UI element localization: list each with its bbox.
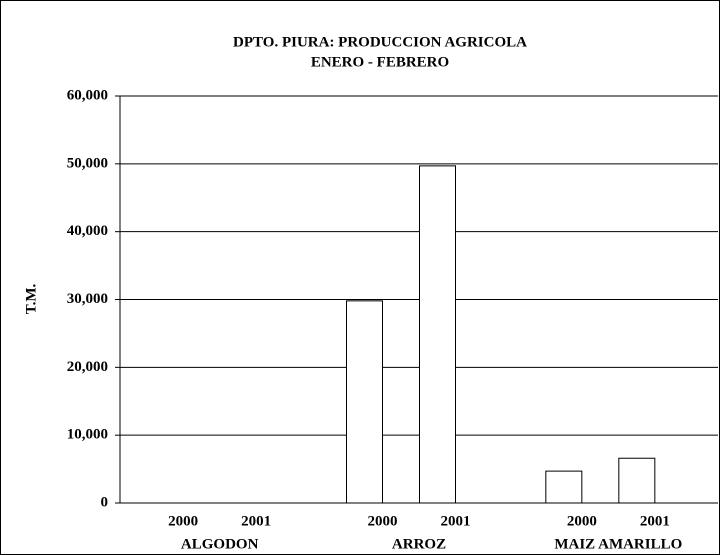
bar [618,457,656,504]
y-tick-label: 60,000 [67,87,108,103]
chart-subtitle: ENERO - FEBRERO [311,54,449,70]
y-axis-label: T.M. [23,283,39,314]
y-tick-label: 20,000 [67,359,108,375]
x-series-label: 2000 [168,513,198,529]
x-category-label: MAIZ AMARILLO [554,536,682,552]
y-tick-label: 10,000 [67,427,108,443]
y-tick-label: 30,000 [67,291,108,307]
x-category-label: ARROZ [392,536,446,552]
x-series-label: 2000 [567,513,597,529]
x-series-label: 2001 [441,513,471,529]
y-tick-label: 50,000 [67,155,108,171]
y-tick-label: 0 [101,494,109,510]
x-series-label: 2000 [368,513,398,529]
bar [419,165,456,504]
chart-title: DPTO. PIURA: PRODUCCION AGRICOLA [233,34,527,50]
x-category-label: ALGODON [181,536,259,552]
bar [346,300,383,504]
y-tick-label: 40,000 [67,223,108,239]
x-series-label: 2001 [640,513,670,529]
x-series-label: 2001 [241,513,271,529]
bar [545,470,583,504]
